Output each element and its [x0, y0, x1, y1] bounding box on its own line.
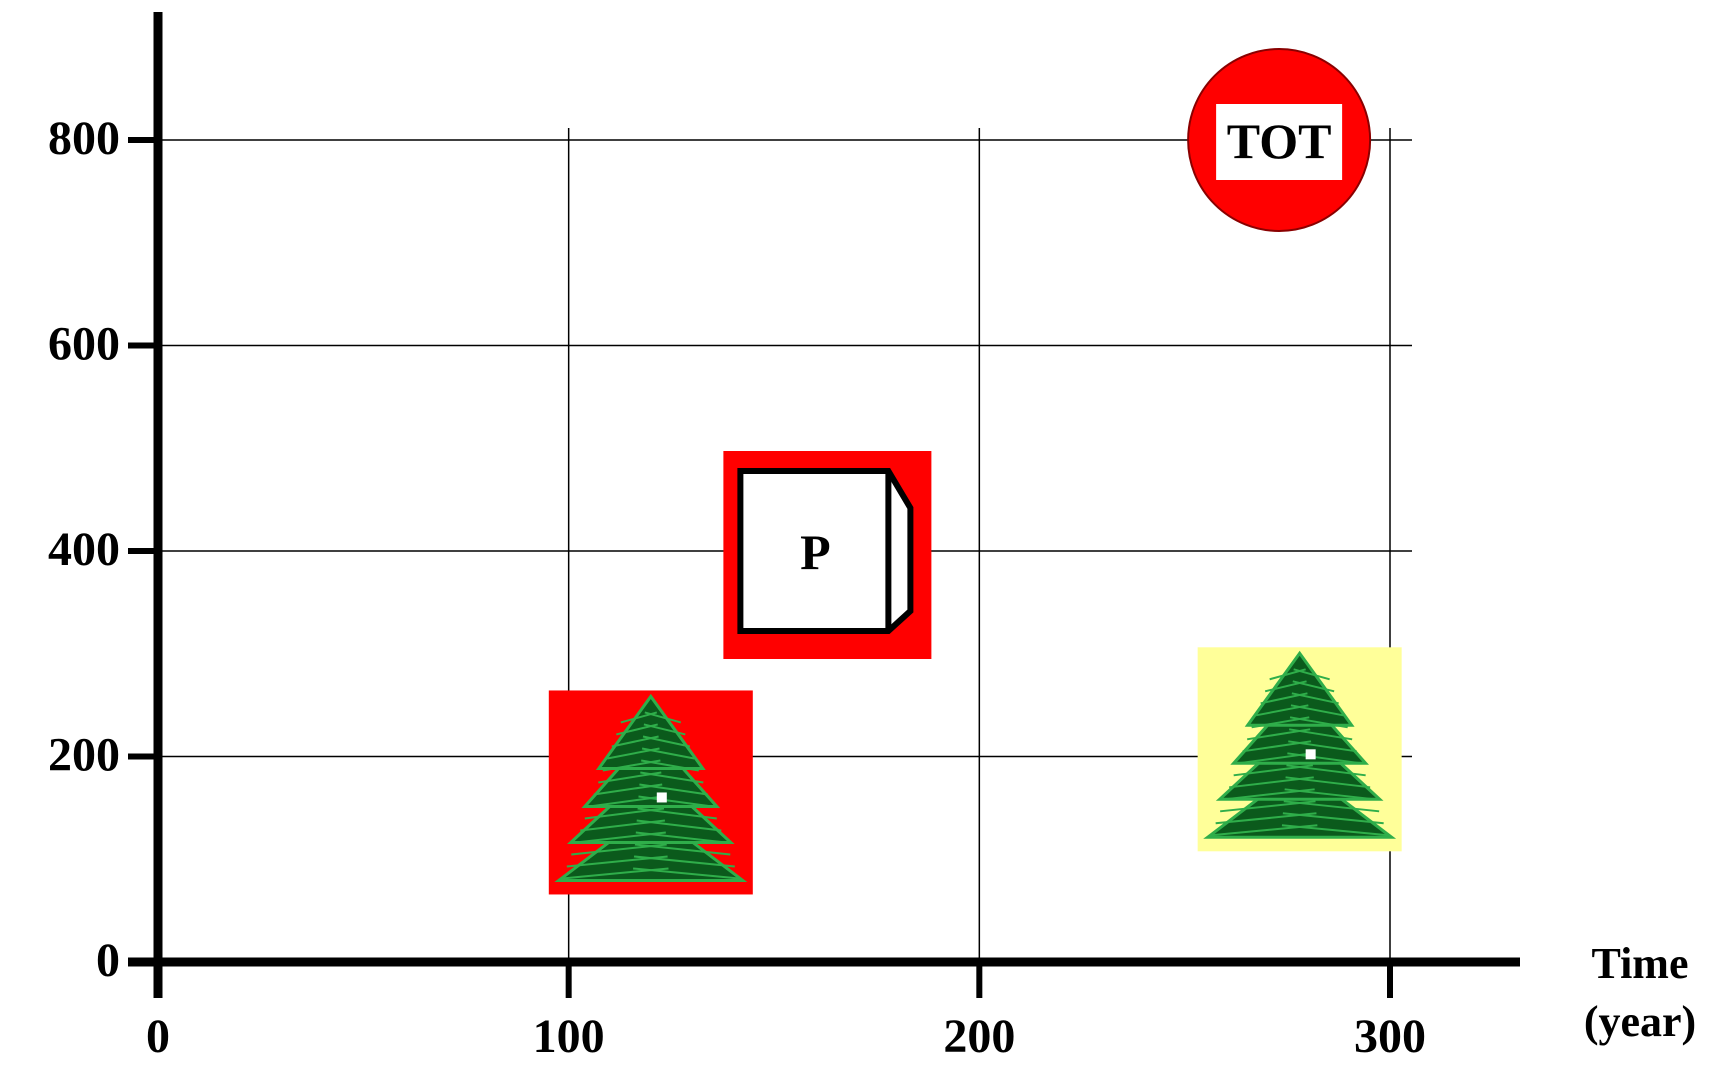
badge-plate	[1216, 104, 1343, 180]
box-marker: P	[723, 451, 932, 659]
tree-needle	[633, 867, 740, 880]
y-tick-label: 600	[48, 318, 120, 371]
axis-labels: 0 100 200 300 0 200 400 600 800 Time (year)	[48, 112, 1696, 1063]
tree-needle	[1286, 764, 1366, 777]
tree-needle	[642, 735, 691, 748]
tree-icon	[1203, 650, 1397, 839]
axes	[128, 12, 1520, 998]
tree-needle	[637, 807, 717, 820]
box-label: P	[800, 524, 831, 580]
tree-needle	[635, 831, 726, 844]
tree-needle	[1282, 812, 1384, 825]
tree-dot	[1305, 749, 1316, 760]
tree-needle	[1292, 680, 1335, 693]
x-tick-label: 100	[533, 1010, 605, 1063]
x-tick-label: 300	[1354, 1010, 1426, 1063]
tree-needle	[1288, 740, 1357, 753]
tree-needle	[633, 855, 735, 868]
y-tick-label: 0	[96, 934, 120, 987]
x-axis-title: Time	[1592, 939, 1689, 988]
tree-needle	[1284, 788, 1375, 801]
tree-needle	[644, 711, 682, 724]
tree-icon	[554, 693, 748, 882]
tree-needle	[1288, 728, 1353, 741]
badge-marker: TOT	[1187, 48, 1372, 232]
y-tick-label: 800	[48, 112, 120, 165]
tree-marker	[1197, 647, 1402, 852]
tree-needle	[1293, 668, 1330, 681]
tree-needle	[638, 795, 713, 808]
tree-needle	[1291, 692, 1339, 705]
tree-needle	[634, 843, 731, 856]
tree-needle	[640, 771, 704, 784]
tree-needle	[1281, 824, 1389, 837]
tree-dot	[656, 792, 667, 803]
x-tick-label: 0	[146, 1010, 170, 1063]
x-axis-title: (year)	[1584, 997, 1696, 1046]
tree-needle	[1289, 716, 1348, 729]
data-markers: P TOT	[548, 48, 1402, 895]
tree-needle	[639, 783, 708, 796]
tree-needle	[643, 723, 686, 736]
tree-needle	[636, 819, 722, 832]
tree-marker	[548, 690, 753, 895]
tree-needle	[1290, 704, 1344, 717]
y-tick-label: 200	[48, 729, 120, 782]
tree-needle	[1287, 752, 1362, 765]
tree-needle	[1285, 776, 1371, 789]
badge-label: TOT	[1227, 113, 1332, 169]
x-tick-label: 200	[943, 1010, 1015, 1063]
y-tick-label: 400	[48, 523, 120, 576]
tree-needle	[1283, 800, 1380, 813]
tree-needle	[641, 759, 699, 772]
tree-needle	[641, 747, 695, 760]
